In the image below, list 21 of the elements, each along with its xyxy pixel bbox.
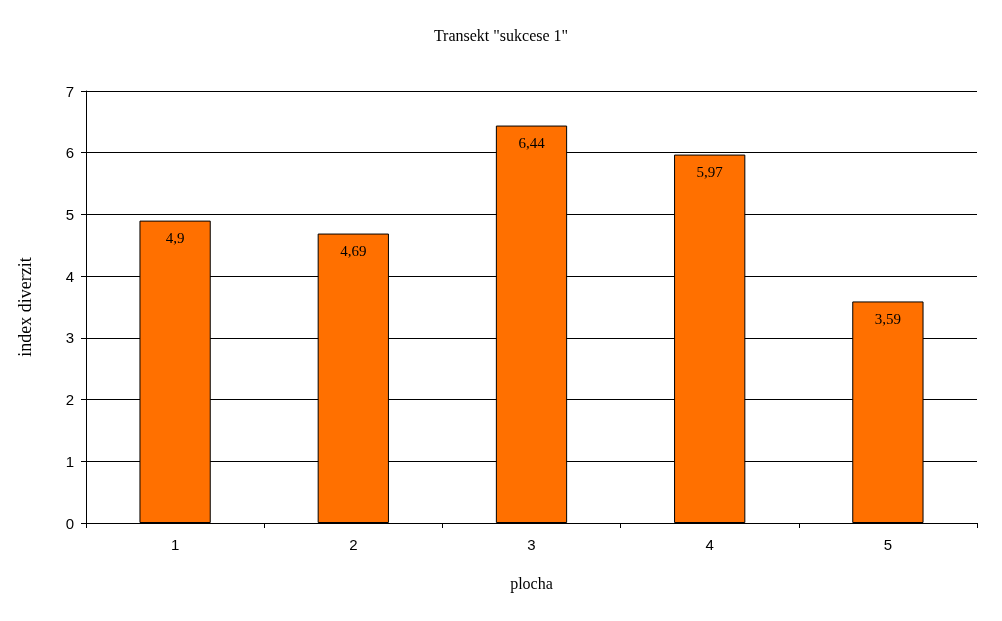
x-tick-label: 2 <box>349 536 358 553</box>
data-label: 5,97 <box>696 164 724 181</box>
x-tick-label: 3 <box>527 536 536 553</box>
data-label: 6,44 <box>518 135 546 152</box>
data-label: 4,69 <box>340 243 367 260</box>
y-axis-title: index diverzit <box>15 257 35 357</box>
chart-title: Transekt "sukcese 1" <box>433 26 569 44</box>
data-label: 4,9 <box>165 230 185 247</box>
y-tick-label: 1 <box>65 452 74 470</box>
y-tick-label: 3 <box>65 329 74 347</box>
x-tick-label: 4 <box>705 536 714 553</box>
x-axis-title: plocha <box>510 574 553 593</box>
data-label: 3,59 <box>874 310 902 327</box>
y-tick-label: 4 <box>65 267 74 285</box>
y-tick-label: 0 <box>65 514 74 532</box>
y-tick-label: 6 <box>65 144 74 162</box>
x-tick-label: 5 <box>883 536 893 553</box>
y-tick-label: 7 <box>65 82 74 100</box>
y-tick-label: 5 <box>65 205 74 223</box>
y-tick-label: 2 <box>65 391 74 409</box>
x-tick-label: 1 <box>170 536 180 553</box>
